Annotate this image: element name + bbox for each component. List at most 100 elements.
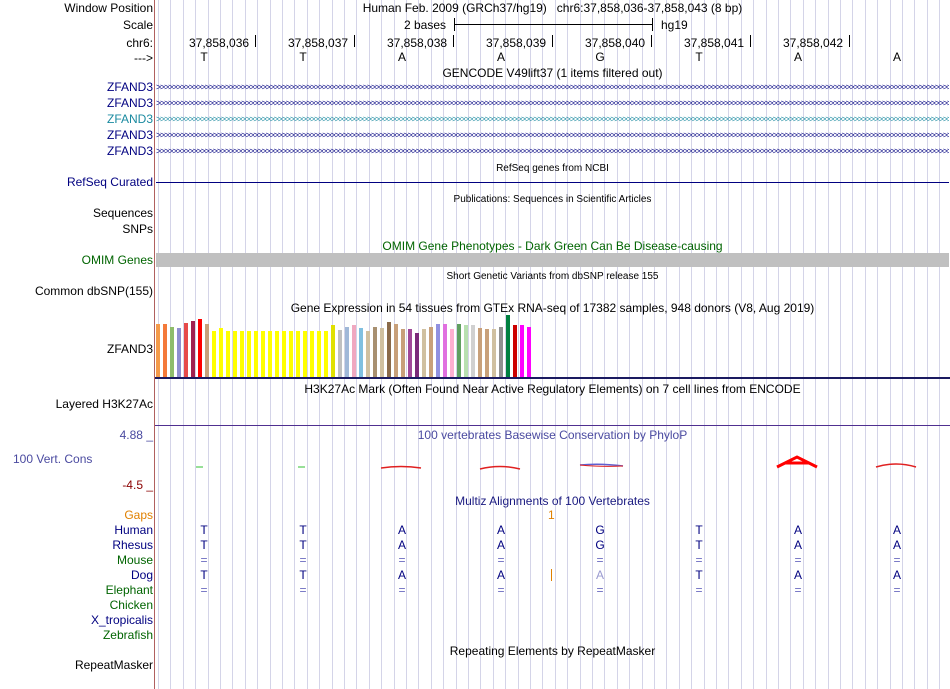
gtex-tissue-bar[interactable] — [387, 322, 391, 377]
gtex-tissue-bar[interactable] — [401, 329, 405, 377]
gtex-tissue-bar[interactable] — [184, 323, 188, 377]
repeatmasker-label[interactable]: RepeatMasker — [74, 658, 153, 672]
gtex-tissue-bar[interactable] — [289, 331, 293, 377]
gtex-tissue-bar[interactable] — [380, 328, 384, 377]
grid-line — [468, 0, 469, 689]
gtex-tissue-bar[interactable] — [338, 330, 342, 377]
gtex-tissue-bar[interactable] — [408, 329, 412, 377]
gtex-tissue-bar[interactable] — [177, 328, 181, 377]
dog-aligned-base: T — [695, 568, 703, 582]
species-label[interactable]: Mouse — [116, 553, 153, 567]
phylop-label[interactable]: 100 Vert. Cons — [13, 452, 93, 466]
h3k27ac-label[interactable]: Layered H3K27Ac — [55, 397, 153, 411]
species-label[interactable]: Chicken — [109, 598, 153, 612]
elephant-aligned-base: = — [695, 583, 703, 597]
gtex-tissue-bar[interactable] — [471, 325, 475, 377]
gtex-tissue-bar[interactable] — [324, 331, 328, 377]
gtex-tissue-bar[interactable] — [415, 333, 419, 377]
gtex-tissue-bar[interactable] — [240, 331, 244, 377]
gtex-tissue-bar[interactable] — [212, 331, 216, 377]
gtex-tissue-bar[interactable] — [268, 331, 272, 377]
gtex-tissue-bar[interactable] — [331, 325, 335, 377]
grid-line — [914, 0, 915, 689]
gencode-gene-feature[interactable]: >>>>>>>>>>>>>>>>>>>>>>>>>>>>>>>>>>>>>>>>… — [156, 83, 949, 91]
gencode-gene-feature[interactable]: >>>>>>>>>>>>>>>>>>>>>>>>>>>>>>>>>>>>>>>>… — [156, 147, 949, 155]
omim-gene-block[interactable] — [156, 253, 949, 267]
gtex-tissue-bar[interactable] — [429, 327, 433, 377]
gtex-tissue-bar[interactable] — [226, 331, 230, 377]
gtex-tissue-bar[interactable] — [254, 331, 258, 377]
gtex-tissue-bar[interactable] — [457, 324, 461, 377]
human-aligned-base: A — [793, 523, 802, 537]
human-aligned-base: T — [695, 523, 703, 537]
gencode-gene-label[interactable]: ZFAND3 — [106, 96, 153, 110]
gtex-tissue-bar[interactable] — [436, 324, 440, 377]
gtex-tissue-bar[interactable] — [205, 324, 209, 377]
gtex-tissue-bar[interactable] — [275, 331, 279, 377]
publications-title: Publications: Sequences in Scientific Ar… — [453, 194, 652, 205]
gtex-tissue-bar[interactable] — [450, 329, 454, 377]
gtex-tissue-bar[interactable] — [170, 327, 174, 377]
gtex-tissue-bar[interactable] — [422, 329, 426, 377]
gtex-tissue-bar[interactable] — [191, 321, 195, 377]
publications-sequences-label[interactable]: Sequences — [92, 206, 153, 220]
gtex-tissue-bar[interactable] — [282, 331, 286, 377]
species-label[interactable]: Dog — [130, 568, 153, 582]
gencode-gene-feature[interactable]: >>>>>>>>>>>>>>>>>>>>>>>>>>>>>>>>>>>>>>>>… — [156, 131, 949, 139]
gtex-tissue-bar[interactable] — [492, 329, 496, 377]
species-label[interactable]: Rhesus — [112, 538, 153, 552]
gencode-gene-label[interactable]: ZFAND3 — [106, 128, 153, 142]
gtex-tissue-bar[interactable] — [499, 327, 503, 377]
gtex-tissue-bar[interactable] — [464, 325, 468, 377]
grid-line — [183, 0, 184, 689]
gtex-tissue-bar[interactable] — [296, 331, 300, 377]
gtex-tissue-bar[interactable] — [261, 331, 265, 377]
gencode-gene-feature[interactable]: >>>>>>>>>>>>>>>>>>>>>>>>>>>>>>>>>>>>>>>>… — [156, 99, 949, 107]
refseq-label[interactable]: RefSeq Curated — [66, 175, 153, 189]
species-label[interactable]: X_tropicalis — [90, 613, 153, 627]
gencode-gene-feature[interactable]: >>>>>>>>>>>>>>>>>>>>>>>>>>>>>>>>>>>>>>>>… — [156, 115, 949, 123]
refseq-gene-line[interactable] — [156, 182, 949, 183]
gtex-tissue-bar[interactable] — [443, 324, 447, 377]
gtex-tissue-bar[interactable] — [219, 328, 223, 377]
gtex-tissue-bar[interactable] — [373, 327, 377, 377]
gtex-tissue-bar[interactable] — [366, 331, 370, 377]
mouse-aligned-base: = — [695, 553, 703, 567]
gtex-label[interactable]: ZFAND3 — [106, 342, 153, 356]
gtex-tissue-bar[interactable] — [247, 331, 251, 377]
gtex-tissue-bar[interactable] — [198, 319, 202, 377]
gtex-tissue-bar[interactable] — [233, 331, 237, 377]
gtex-tissue-bar[interactable] — [478, 328, 482, 377]
gtex-tissue-bar[interactable] — [527, 327, 531, 377]
gencode-gene-label[interactable]: ZFAND3 — [106, 144, 153, 158]
human-aligned-base: A — [397, 523, 406, 537]
phylop-wiggle[interactable] — [155, 452, 950, 472]
gtex-tissue-bar[interactable] — [513, 325, 517, 377]
publications-snps-label[interactable]: SNPs — [122, 222, 153, 236]
species-label[interactable]: Human — [114, 523, 153, 537]
gtex-tissue-bar[interactable] — [345, 327, 349, 377]
gtex-tissue-bar[interactable] — [352, 325, 356, 377]
gtex-tissue-bar[interactable] — [310, 331, 314, 377]
species-label[interactable]: Zebrafish — [102, 628, 153, 642]
gtex-tissue-bar[interactable] — [485, 329, 489, 377]
strand-arrow-label: ---> — [134, 51, 153, 65]
omim-label[interactable]: OMIM Genes — [81, 253, 153, 267]
grid-line — [232, 0, 233, 689]
gencode-gene-label[interactable]: ZFAND3 — [106, 80, 153, 94]
gtex-tissue-bar[interactable] — [303, 331, 307, 377]
species-label[interactable]: Elephant — [105, 583, 153, 597]
grid-line — [741, 0, 742, 689]
gtex-tissue-bar[interactable] — [163, 324, 167, 377]
gtex-tissue-bar[interactable] — [317, 331, 321, 377]
gtex-tissue-bar[interactable] — [359, 328, 363, 377]
gtex-tissue-bar[interactable] — [506, 315, 510, 377]
gtex-tissue-bar[interactable] — [156, 324, 160, 377]
dbsnp-label[interactable]: Common dbSNP(155) — [34, 284, 153, 298]
gtex-tissue-bar[interactable] — [520, 325, 524, 377]
reference-base: T — [695, 50, 703, 64]
gencode-gene-label[interactable]: ZFAND3 — [106, 112, 153, 126]
gtex-tissue-bar[interactable] — [394, 324, 398, 377]
reference-base: G — [595, 50, 605, 64]
multiz-gaps-label[interactable]: Gaps — [124, 508, 153, 522]
